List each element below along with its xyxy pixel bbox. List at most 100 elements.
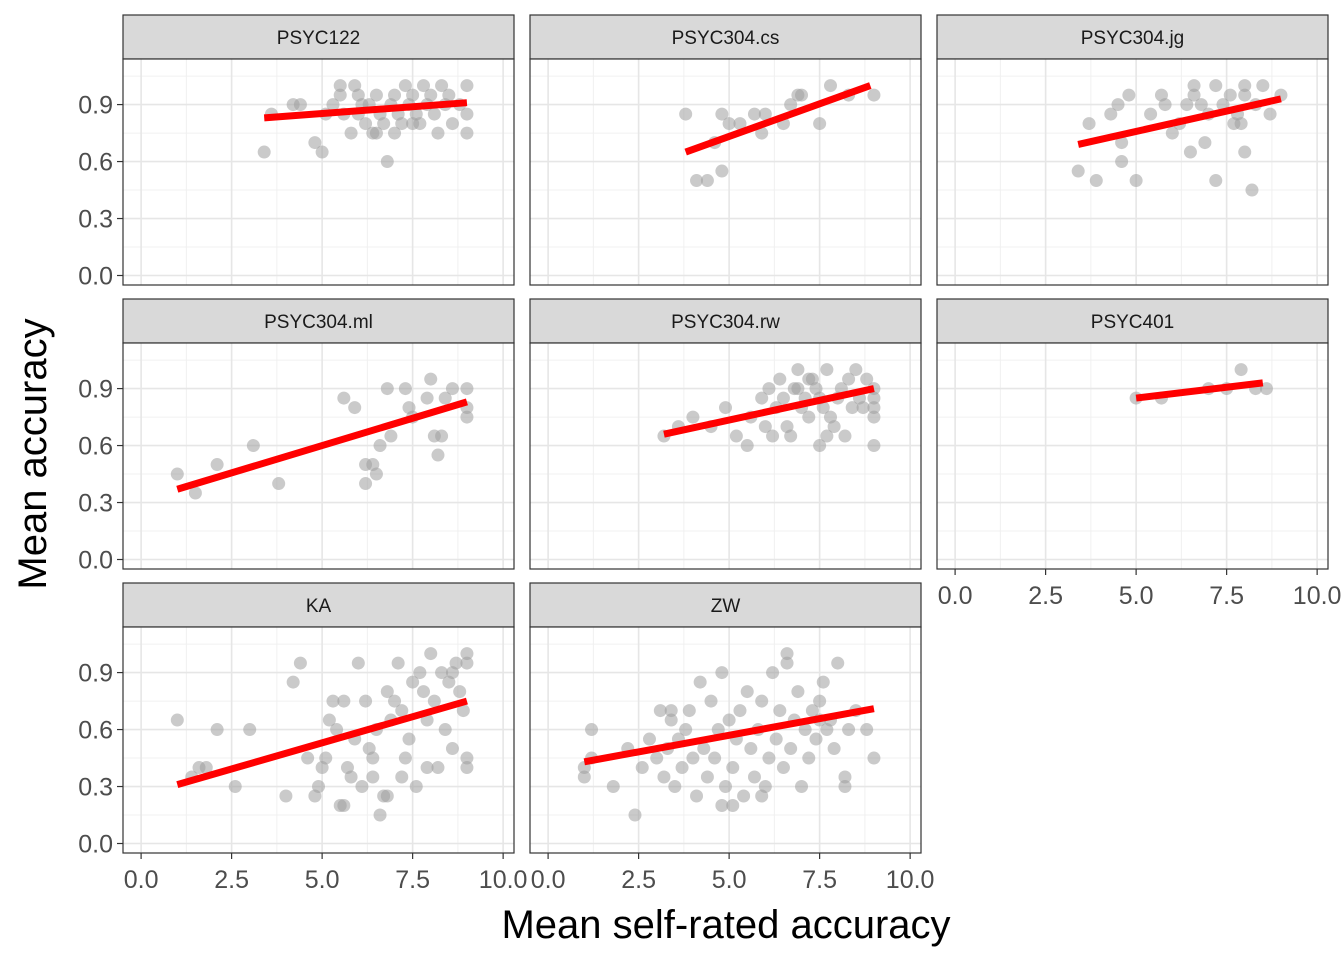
y-tick-label: 0.3 — [78, 490, 113, 518]
data-point — [831, 656, 845, 670]
data-point — [366, 751, 380, 765]
data-point — [849, 363, 863, 377]
data-point — [384, 429, 398, 443]
data-point — [867, 391, 881, 405]
y-tick-label: 0.3 — [78, 774, 113, 802]
data-point — [1158, 98, 1172, 112]
data-point — [373, 439, 387, 453]
data-point — [715, 799, 729, 813]
x-tick-label: 0.0 — [124, 866, 159, 894]
facet-strip-label: KA — [306, 596, 332, 617]
panel-border — [529, 342, 922, 570]
data-point — [355, 780, 369, 794]
data-point — [1259, 382, 1273, 396]
data-point — [791, 363, 805, 377]
data-point — [359, 117, 373, 131]
x-tick-label: 7.5 — [395, 866, 430, 894]
data-point — [366, 770, 380, 784]
data-point — [460, 751, 474, 765]
facet-strip — [122, 582, 515, 628]
data-point — [388, 126, 402, 140]
data-point — [784, 742, 798, 756]
data-point — [708, 751, 722, 765]
data-point — [842, 372, 856, 386]
data-point — [409, 780, 423, 794]
data-point — [406, 88, 420, 102]
data-point — [758, 420, 772, 434]
data-point — [813, 694, 827, 708]
data-point — [820, 363, 834, 377]
data-point — [1122, 88, 1136, 102]
data-point — [758, 107, 772, 121]
y-tick-label: 0.9 — [78, 92, 113, 120]
data-point — [642, 732, 656, 746]
data-point — [243, 723, 257, 737]
data-point — [733, 117, 747, 131]
facet-strip — [936, 298, 1329, 344]
data-point — [816, 675, 830, 689]
data-point — [442, 88, 456, 102]
data-point — [308, 136, 322, 150]
facet-strip-label: PSYC304.rw — [671, 312, 780, 333]
data-point — [1209, 79, 1223, 93]
data-point — [1165, 126, 1179, 140]
data-point — [726, 799, 740, 813]
y-tick-label: 0.3 — [78, 206, 113, 234]
data-point — [326, 694, 340, 708]
data-point — [373, 808, 387, 822]
data-point — [315, 145, 329, 159]
data-point — [737, 789, 751, 803]
data-point — [416, 79, 430, 93]
data-point — [228, 780, 242, 794]
facet-panel: PSYC304.rw — [529, 298, 922, 570]
data-point — [682, 704, 696, 718]
data-point — [445, 117, 459, 131]
data-point — [1089, 174, 1103, 188]
facet-strip — [936, 14, 1329, 60]
y-tick-label: 0.0 — [78, 831, 113, 859]
x-tick-label: 10.0 — [479, 866, 528, 894]
x-tick-label: 2.5 — [1028, 582, 1063, 610]
x-tick-label: 2.5 — [214, 866, 249, 894]
data-point — [838, 770, 852, 784]
x-tick-label: 7.5 — [802, 866, 837, 894]
data-point — [1245, 183, 1259, 197]
data-point — [398, 751, 412, 765]
y-tick-label: 0.9 — [78, 660, 113, 688]
data-point — [199, 761, 213, 775]
regression-line — [1135, 379, 1264, 402]
data-point — [653, 704, 667, 718]
data-point — [445, 382, 459, 396]
data-point — [1227, 117, 1241, 131]
data-point — [402, 732, 416, 746]
data-point — [860, 372, 874, 386]
data-point — [773, 704, 787, 718]
data-point — [388, 694, 402, 708]
data-point — [585, 723, 599, 737]
data-point — [823, 79, 837, 93]
data-point — [813, 117, 827, 131]
data-point — [577, 770, 591, 784]
data-point — [1234, 363, 1248, 377]
data-point — [827, 742, 841, 756]
data-point — [431, 448, 445, 462]
data-point — [1263, 107, 1277, 121]
data-point — [664, 713, 678, 727]
data-point — [369, 126, 383, 140]
data-point — [664, 704, 678, 718]
data-point — [1115, 136, 1129, 150]
data-point — [380, 155, 394, 169]
facet-strip-label: PSYC304.ml — [264, 312, 373, 333]
data-point — [776, 761, 790, 775]
x-tick-label: 10.0 — [1293, 582, 1342, 610]
data-point — [1238, 145, 1252, 159]
data-point — [690, 789, 704, 803]
data-point — [679, 723, 693, 737]
data-point — [838, 429, 852, 443]
data-point — [359, 477, 373, 491]
x-tick-label: 10.0 — [886, 866, 935, 894]
facet-strip-label: PSYC122 — [277, 28, 360, 49]
data-point — [406, 117, 420, 131]
x-tick-label: 0.0 — [938, 582, 973, 610]
